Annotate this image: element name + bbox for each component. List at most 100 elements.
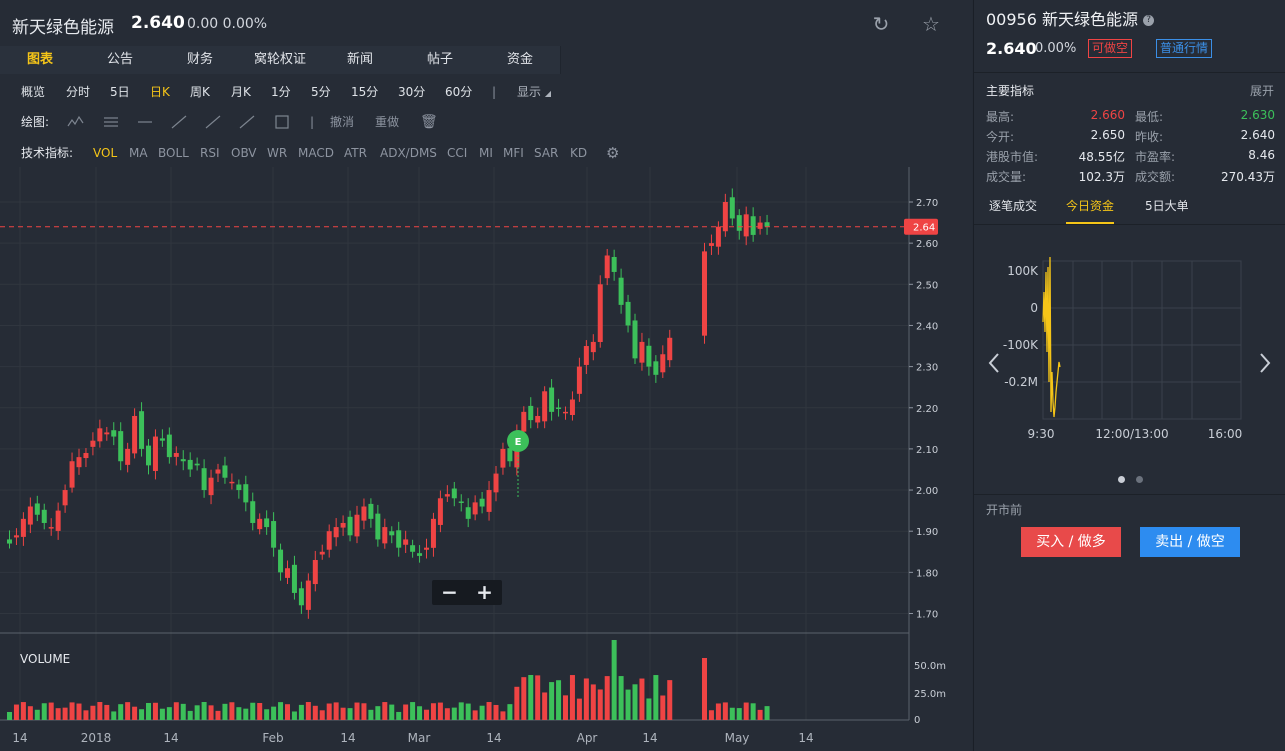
candle-body (354, 514, 360, 537)
candle-body (590, 341, 596, 353)
tab-today-funds[interactable]: 今日资金 (1066, 192, 1115, 224)
candle-body (437, 498, 443, 525)
period-monthly[interactable]: 月K (231, 85, 251, 99)
indicator-ma[interactable]: MA (129, 146, 148, 160)
volume-bar (208, 705, 214, 720)
trash-icon[interactable]: 🗑 (420, 114, 438, 130)
indicator-cci[interactable]: CCI (447, 146, 468, 160)
period-overview[interactable]: 概览 (21, 85, 46, 99)
buy-button[interactable]: 买入 / 做多 (1021, 527, 1121, 557)
tab-warrants[interactable]: 窝轮权证 (240, 46, 321, 74)
carousel-dot-active[interactable] (1118, 476, 1125, 483)
undo-button[interactable]: 撤消 (330, 115, 355, 129)
indicator-adx[interactable]: ADX/DMS (380, 146, 437, 160)
indicator-kd[interactable]: KD (570, 146, 588, 160)
fund-flow-chart: 100K 0 -100K -0.2M 9:30 12:00/13:00 16:0… (988, 256, 1271, 441)
tab-5day-orders[interactable]: 5日大单 (1145, 199, 1189, 213)
candle-body (48, 527, 54, 529)
period-intraday[interactable]: 分时 (66, 85, 91, 99)
tab-announcements[interactable]: 公告 (80, 46, 161, 74)
volume-bar (271, 706, 277, 720)
divider (974, 72, 1285, 73)
period-60min[interactable]: 60分 (445, 85, 473, 99)
arrow-tool-icon[interactable] (239, 115, 255, 129)
tab-chart[interactable]: 图表 (0, 46, 81, 74)
indicator-sar[interactable]: SAR (534, 146, 559, 160)
indicator-obv[interactable]: OBV (231, 146, 257, 160)
rect-tool-icon[interactable] (275, 115, 289, 129)
indicator-macd[interactable]: MACD (298, 146, 334, 160)
chevron-right-icon[interactable] (1260, 353, 1271, 373)
metric-value: 8.46 (1248, 148, 1275, 162)
indicator-boll[interactable]: BOLL (158, 146, 189, 160)
indicator-vol[interactable]: VOL (93, 146, 118, 160)
chart-panel: 新天绿色能源 2.640 0.00 0.00% ↻ ☆ 图表 公告 财务 窝轮权… (0, 12, 972, 751)
price-tick-label: 1.80 (916, 568, 938, 579)
candle-body (215, 469, 221, 474)
zoom-out-button[interactable]: − (441, 580, 458, 604)
metric-item: 港股市值: 48.55亿 (986, 148, 1125, 164)
polyline-tool-icon[interactable] (67, 115, 84, 127)
ray-tool-icon[interactable] (171, 115, 187, 129)
settings-gear-icon[interactable]: ⚙ (606, 144, 620, 162)
indicator-mi[interactable]: MI (479, 146, 493, 160)
candle-body (542, 391, 548, 422)
candle-body (708, 243, 714, 246)
candle-body (444, 494, 450, 497)
volume-bar (62, 707, 68, 720)
star-icon[interactable]: ☆ (922, 12, 940, 36)
tab-posts[interactable]: 帖子 (400, 46, 481, 74)
display-dropdown[interactable]: 显示 ◢ (517, 77, 551, 107)
candle-body (347, 516, 353, 536)
volume-bar (104, 704, 110, 720)
tab-news[interactable]: 新闻 (320, 46, 401, 74)
price-tick-label: 2.50 (916, 280, 938, 291)
period-30min[interactable]: 30分 (398, 85, 426, 99)
tab-finance[interactable]: 财务 (160, 46, 241, 74)
volume-bar (597, 689, 603, 720)
chevron-left-icon[interactable] (988, 353, 999, 373)
market-status: 开市前 (986, 503, 1023, 517)
period-5min[interactable]: 5分 (311, 85, 331, 99)
section-title: 主要指标 (986, 84, 1035, 98)
x-tick-label: 14 (340, 731, 355, 745)
caret-icon: ◢ (544, 89, 551, 98)
candle-body (180, 459, 186, 462)
volume-bar (500, 711, 506, 720)
volume-bar (618, 676, 624, 720)
candle-body (104, 432, 110, 435)
indicator-rsi[interactable]: RSI (200, 146, 220, 160)
candle-body (201, 468, 207, 491)
indicator-mfi[interactable]: MFI (503, 146, 524, 160)
zoom-in-button[interactable]: + (476, 580, 493, 604)
indicator-wr[interactable]: WR (267, 146, 288, 160)
fib-tool-icon[interactable] (104, 117, 118, 127)
help-icon[interactable]: ? (1143, 15, 1155, 26)
period-weekly[interactable]: 周K (190, 85, 210, 99)
candle-body (90, 440, 96, 447)
candle-body (159, 438, 165, 441)
indicator-atr[interactable]: ATR (344, 146, 367, 160)
mini-y-tick: -100K (1003, 338, 1039, 352)
tab-funds[interactable]: 资金 (480, 46, 561, 74)
redo-button[interactable]: 重做 (375, 115, 400, 129)
volume-bar (549, 682, 555, 720)
expand-link[interactable]: 展开 (1249, 84, 1274, 98)
period-15min[interactable]: 15分 (351, 85, 379, 99)
volume-bar (632, 684, 638, 720)
period-5day[interactable]: 5日 (110, 85, 130, 99)
tab-ticks[interactable]: 逐笔成交 (989, 199, 1038, 213)
period-1min[interactable]: 1分 (271, 85, 291, 99)
volume-bar (340, 707, 346, 720)
mini-y-tick: -0.2M (1004, 375, 1038, 389)
carousel-dot[interactable] (1136, 476, 1143, 483)
draw-tools (67, 115, 289, 129)
period-daily[interactable]: 日K (150, 85, 170, 99)
short-badge: 可做空 (1088, 39, 1133, 58)
candlestick-chart[interactable]: 2.70 2.60 2.50 2.40 2.30 2.20 2.10 2.00 1.90 1.80… (0, 167, 972, 751)
line-tool-icon[interactable] (205, 115, 221, 129)
sell-button[interactable]: 卖出 / 做空 (1140, 527, 1240, 557)
refresh-icon[interactable]: ↻ (872, 12, 890, 36)
mini-y-tick: 0 (1030, 301, 1038, 315)
volume-bar (118, 704, 124, 720)
